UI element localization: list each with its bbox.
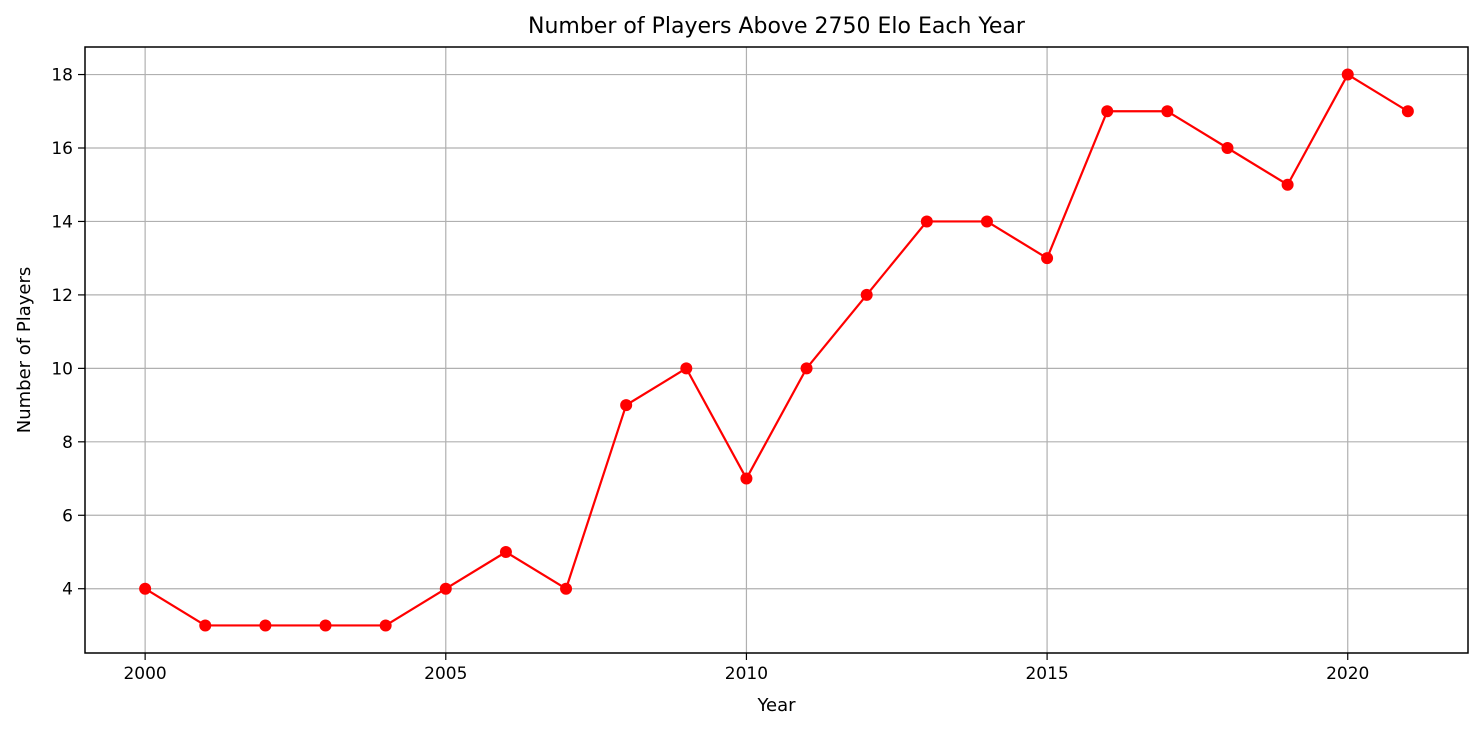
data-point [1281,178,1294,191]
data-point [439,582,452,595]
x-tick-label: 2000 [123,664,166,684]
y-tick-label: 18 [51,66,73,86]
y-tick-label: 10 [51,359,73,379]
x-tick-label: 2015 [1025,664,1068,684]
data-point [560,582,573,595]
data-point [1221,142,1234,154]
data-point [860,288,873,301]
data-point [259,619,272,632]
y-axis-label: Number of Players [14,267,35,434]
data-point [740,472,753,485]
y-tick-label: 14 [51,212,73,232]
series-line [144,73,1409,627]
x-tick-label: 2005 [424,664,467,684]
data-point [1401,105,1414,118]
data-point [680,362,693,375]
data-point [199,619,212,632]
data-point [1341,68,1354,81]
series-group [139,68,1414,632]
y-tick-label: 12 [51,286,73,306]
y-tick-label: 6 [62,506,73,526]
grid [85,47,1468,653]
y-tick-label: 4 [62,580,73,600]
data-point [1161,105,1174,118]
y-tick-label: 8 [62,433,73,453]
x-axis-label: Year [756,695,796,716]
chart-title: Number of Players Above 2750 Elo Each Ye… [528,14,1026,39]
data-point [920,215,933,228]
x-tick-label: 2010 [725,664,768,684]
data-point [319,619,332,632]
data-point [499,546,512,558]
data-point [139,582,152,595]
data-point [1041,252,1054,265]
x-tick-label: 2020 [1326,664,1369,684]
y-tick-label: 16 [51,139,73,159]
data-point [620,399,633,412]
data-point [980,215,993,228]
data-point [379,619,392,632]
plot-frame [84,46,1469,654]
data-point [1101,105,1114,118]
data-point [800,362,813,375]
axes: 2000 2005 2010 2015 2020 4 6 8 10 12 14 16 18 [51,66,1369,684]
